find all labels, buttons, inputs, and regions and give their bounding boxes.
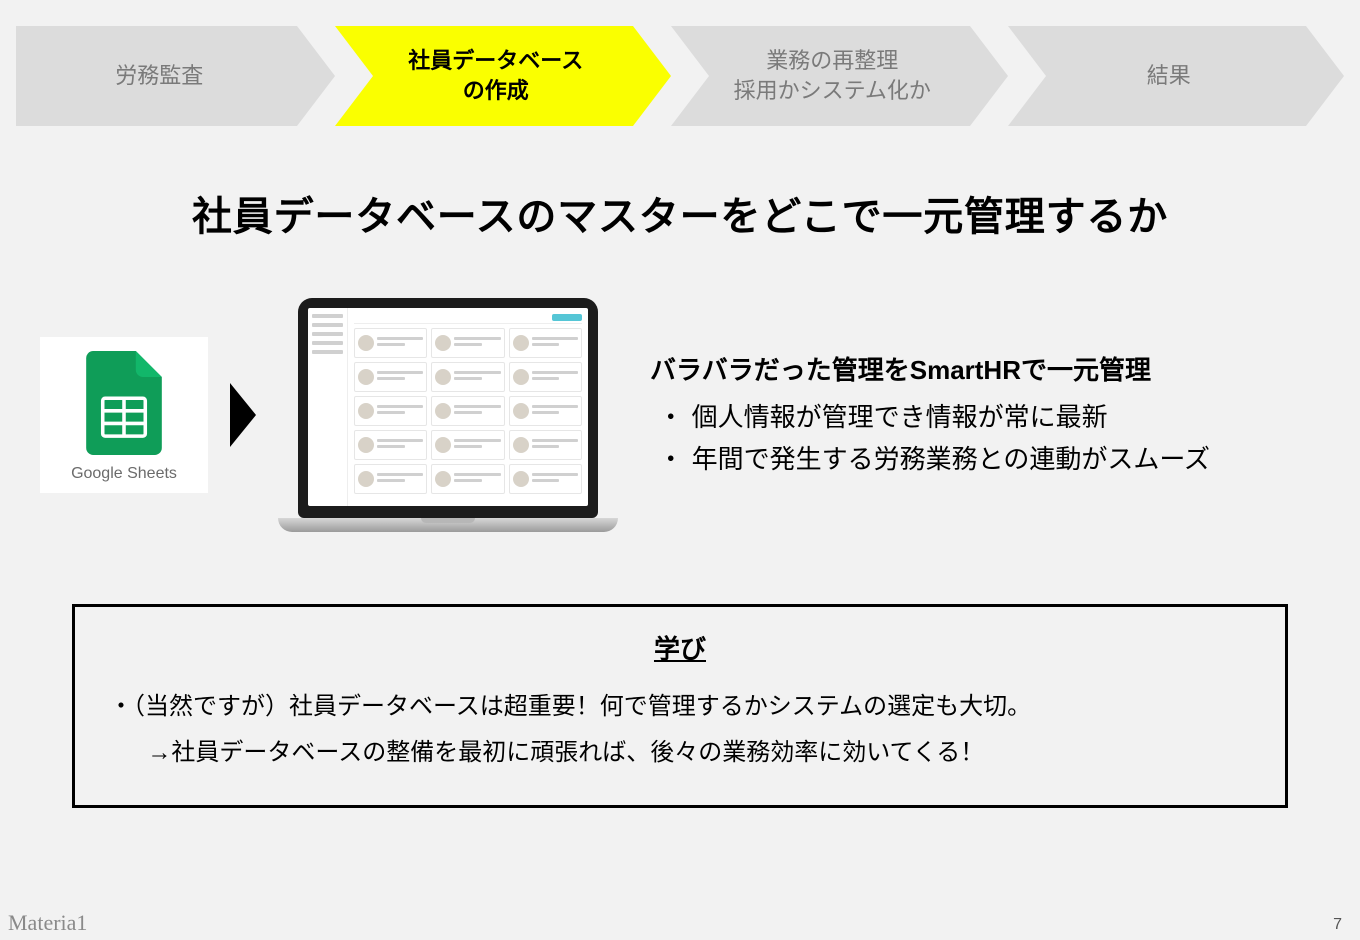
content-row: Google Sheets <box>0 298 1360 532</box>
arrow-right-icon <box>230 383 256 447</box>
page-number: 7 <box>1333 916 1342 934</box>
learning-box: 学び ・（当然ですが）社員データベースは超重要！何で管理するかシステムの選定も大… <box>72 604 1288 808</box>
process-step-2: 社員データベース の作成 <box>335 26 634 126</box>
process-step-4: 結果 <box>1008 26 1307 126</box>
google-sheets-label: Google Sheets <box>71 465 177 483</box>
process-bar: 労務監査 社員データベース の作成 業務の再整理 採用かシステム化か 結果 <box>0 0 1360 126</box>
learning-line-2: →社員データベースの整備を最初に頑張れば、後々の業務効率に効いてくる！ <box>109 730 1251 776</box>
process-step-label: 社員データベース の作成 <box>408 46 583 105</box>
description-block: バラバラだった管理をSmartHRで一元管理 個人情報が管理でき情報が常に最新 … <box>640 349 1320 482</box>
process-step-label: 業務の再整理 採用かシステム化か <box>734 46 931 105</box>
laptop-screen <box>308 308 588 506</box>
process-step-label: 結果 <box>1147 61 1191 91</box>
description-headline: バラバラだった管理をSmartHRで一元管理 <box>650 349 1320 392</box>
process-step-label: 労務監査 <box>115 61 203 91</box>
description-bullet: 個人情報が管理でき情報が常に最新 <box>650 396 1320 439</box>
page-title: 社員データベースのマスターをどこで一元管理するか <box>0 184 1360 242</box>
process-step-3: 業務の再整理 採用かシステム化か <box>671 26 970 126</box>
footer-brand: Materia1 <box>8 910 87 936</box>
learning-line-1: ・（当然ですが）社員データベースは超重要！何で管理するかシステムの選定も大切。 <box>109 684 1251 730</box>
description-bullet: 年間で発生する労務業務との連動がスムーズ <box>650 438 1320 481</box>
google-sheets-icon <box>85 351 163 455</box>
laptop-mockup <box>278 298 618 532</box>
process-step-1: 労務監査 <box>16 26 297 126</box>
google-sheets-card: Google Sheets <box>40 337 208 493</box>
learning-heading: 学び <box>109 629 1251 666</box>
